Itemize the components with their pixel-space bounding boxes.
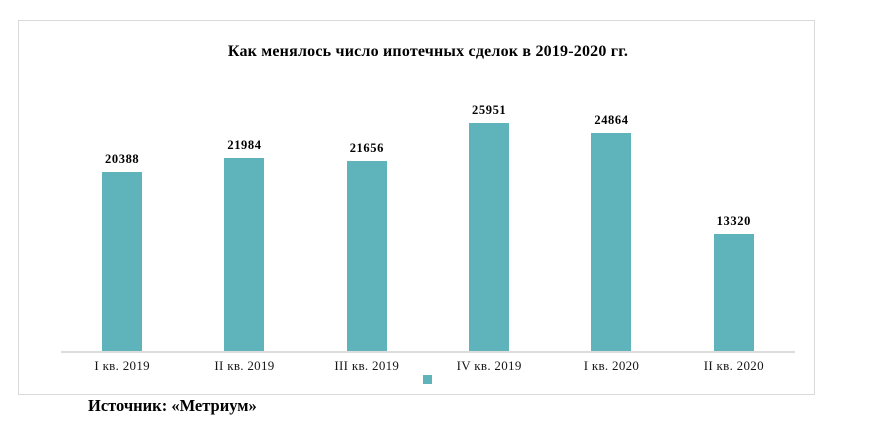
bar xyxy=(224,158,265,351)
bar-value-label: 13320 xyxy=(716,214,751,228)
bar-value-label: 24864 xyxy=(594,113,629,127)
x-axis-tick-label: IV кв. 2019 xyxy=(456,358,522,373)
bar-value-label: 21984 xyxy=(227,138,262,152)
x-axis-labels: I кв. 2019 II кв. 2019 III кв. 2019 IV кв. … xyxy=(61,358,795,374)
bar-group: 13320 xyxy=(673,214,795,351)
plot-area: 20388 21984 21656 25951 24864 13320 xyxy=(61,21,795,351)
bar xyxy=(591,133,632,351)
x-axis-tick-label: I кв. 2020 xyxy=(583,358,640,373)
x-axis-tick-label: II кв. 2020 xyxy=(703,358,764,373)
bar xyxy=(469,123,510,351)
bar-value-label: 21656 xyxy=(349,141,384,155)
bar-value-label: 20388 xyxy=(105,152,140,166)
x-axis-line xyxy=(61,351,795,353)
bar xyxy=(346,161,387,351)
bar-value-label: 25951 xyxy=(472,103,507,117)
x-axis-tick-label: III кв. 2019 xyxy=(334,358,400,373)
bar-group: 20388 xyxy=(61,152,183,351)
bar-group: 21656 xyxy=(306,141,428,351)
bar-group: 21984 xyxy=(183,138,305,351)
bar xyxy=(102,172,143,351)
chart-container: Как менялось число ипотечных сделок в 20… xyxy=(18,20,815,395)
bar xyxy=(713,234,754,351)
x-axis-tick-label: II кв. 2019 xyxy=(214,358,275,373)
x-axis-tick-label: I кв. 2019 xyxy=(94,358,150,373)
legend-marker xyxy=(423,375,432,384)
source-note: Источник: «Метриум» xyxy=(88,396,257,415)
chart-title: Как менялось число ипотечных сделок в 20… xyxy=(227,43,629,60)
bar-group: 25951 xyxy=(428,103,550,351)
bar-group: 24864 xyxy=(550,113,672,351)
